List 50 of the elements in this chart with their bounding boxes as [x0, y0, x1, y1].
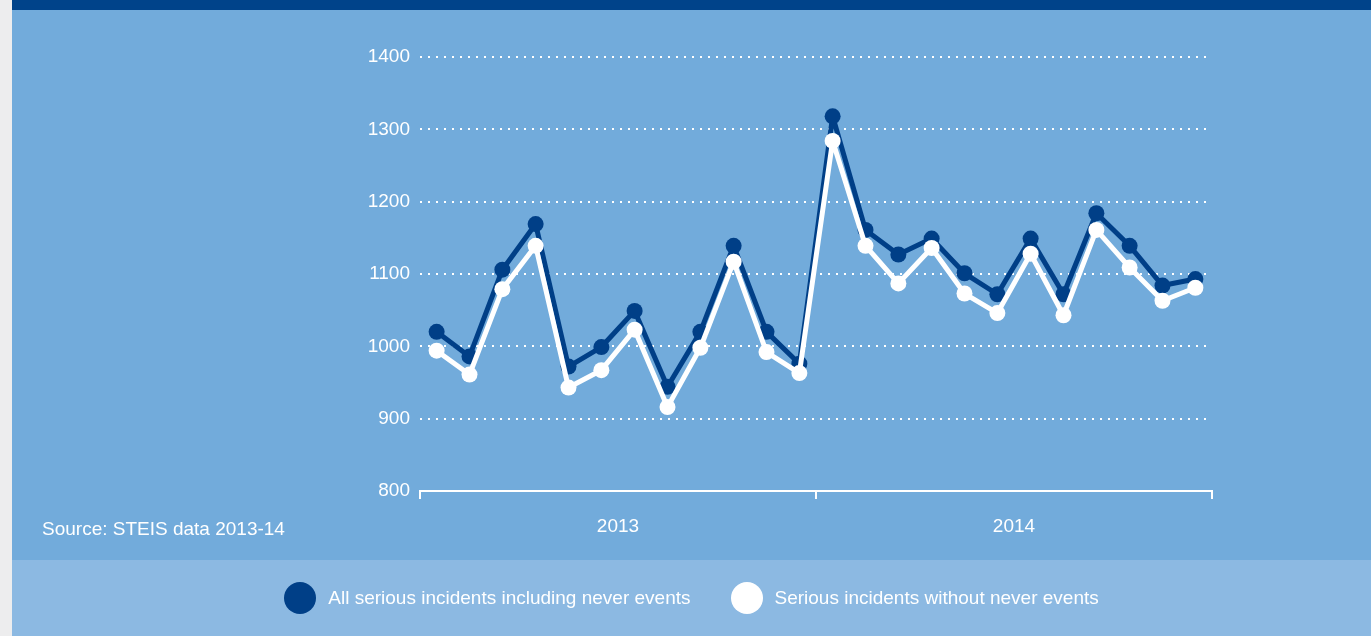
- point: [626, 321, 643, 338]
- legend-label: All serious incidents including never events: [328, 587, 691, 609]
- point: [956, 285, 973, 302]
- point: [494, 281, 511, 298]
- point: [428, 323, 445, 340]
- point: [1187, 279, 1204, 296]
- point: [890, 275, 907, 292]
- point: [857, 237, 874, 254]
- x-tick-label: 2013: [596, 514, 640, 536]
- point: [593, 339, 610, 356]
- point: [1088, 205, 1105, 222]
- y-tick-label: 800: [378, 479, 410, 501]
- point: [725, 237, 742, 254]
- point: [626, 302, 643, 319]
- point: [428, 342, 445, 359]
- point: [461, 366, 478, 383]
- y-tick-label: 1000: [367, 334, 410, 356]
- point: [956, 265, 973, 282]
- point: [1088, 221, 1105, 238]
- point: [989, 305, 1006, 322]
- point: [1121, 259, 1138, 276]
- y-tick-label: 1400: [367, 45, 410, 67]
- point: [725, 253, 742, 270]
- point: [824, 108, 841, 125]
- point: [758, 344, 775, 361]
- point: [1055, 307, 1072, 324]
- source-note: Source: STEIS data 2013-14: [42, 518, 286, 540]
- point: [527, 237, 544, 254]
- point: [989, 286, 1006, 303]
- y-tick-label: 900: [378, 406, 410, 428]
- y-tick-label: 1300: [367, 117, 410, 139]
- point: [692, 339, 709, 356]
- point: [659, 399, 676, 416]
- point: [1121, 237, 1138, 254]
- point: [593, 362, 610, 379]
- point: [1154, 277, 1171, 294]
- point: [494, 261, 511, 278]
- point: [560, 379, 577, 396]
- y-tick-label: 1200: [367, 189, 410, 211]
- legend-label: Serious incidents without never events: [774, 587, 1099, 609]
- point: [890, 246, 907, 263]
- y-tick-label: 1100: [369, 262, 410, 284]
- point: [923, 239, 940, 256]
- point: [824, 132, 841, 149]
- point: [527, 216, 544, 233]
- point: [1022, 245, 1039, 262]
- x-tick-label: 2014: [992, 514, 1036, 536]
- point: [1154, 292, 1171, 309]
- point: [1022, 230, 1039, 247]
- point: [791, 365, 808, 382]
